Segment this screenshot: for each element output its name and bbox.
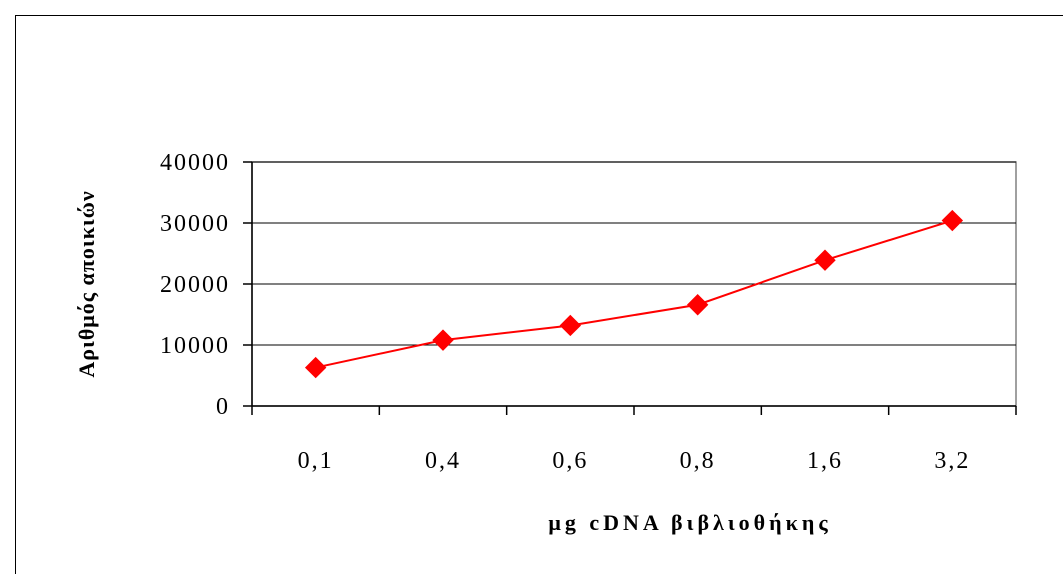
data-point-marker [814, 249, 836, 271]
y-tick-label: 10000 [160, 333, 230, 359]
data-point-marker [559, 314, 582, 337]
x-tick-label: 3,2 [934, 448, 970, 474]
x-axis-title: μg cDNA βιβλιοθήκης [548, 510, 831, 535]
x-tick-label: 0,8 [680, 448, 716, 474]
chart-frame [15, 15, 1063, 574]
series-markers [304, 209, 964, 379]
y-axis-ticks: 0 10000 20000 30000 40000 [160, 150, 252, 420]
x-tick-label: 0,6 [552, 448, 588, 474]
x-tick-label: 0,4 [425, 448, 461, 474]
data-point-marker [304, 356, 327, 379]
y-tick-label: 0 [216, 394, 230, 420]
x-tick-label: 1,6 [807, 448, 843, 474]
gridlines [252, 161, 1016, 346]
x-tick-label: 0,1 [298, 448, 334, 474]
x-axis-ticks: 0,1 0,4 0,6 0,8 1,6 3,2 [251, 406, 1017, 474]
y-tick-label: 30000 [160, 211, 230, 237]
series-line [315, 219, 953, 369]
y-tick-label: 40000 [160, 150, 230, 176]
data-point-marker [941, 209, 964, 232]
y-tick-label: 20000 [160, 272, 230, 298]
y-axis-title: Αριθμός αποικιών [74, 190, 99, 377]
data-point-marker [432, 329, 454, 351]
data-point-marker [686, 294, 709, 316]
